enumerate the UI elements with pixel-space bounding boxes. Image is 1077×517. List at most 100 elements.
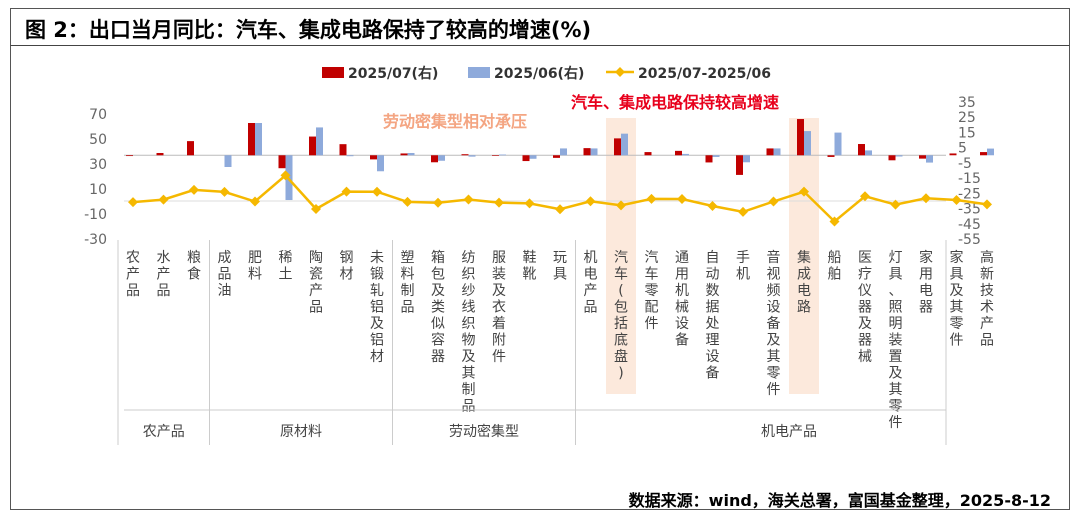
right-tick-label: -25 xyxy=(958,186,981,202)
bar-2025-06 xyxy=(865,150,872,156)
group-label: 机电产品 xyxy=(761,424,817,440)
right-tick-label: -45 xyxy=(958,217,981,233)
bar-2025-07 xyxy=(919,155,926,159)
bar-2025-06 xyxy=(499,154,506,156)
category-label: 自动数据处理设备 xyxy=(706,250,720,382)
annotation-labor: 劳动密集型相对承压 xyxy=(383,112,527,131)
category-label: 船舶 xyxy=(828,250,842,283)
category-label: 稀土 xyxy=(279,250,293,283)
diff-point xyxy=(372,186,382,197)
bar-2025-07 xyxy=(614,138,621,156)
category-label: 服装及衣着附件 xyxy=(492,250,506,365)
diff-point xyxy=(799,186,809,197)
category-label: 手机 xyxy=(736,250,750,283)
diff-point xyxy=(555,204,565,215)
diff-point xyxy=(616,200,626,211)
group-label: 劳动密集型 xyxy=(449,423,519,440)
diff-point xyxy=(494,197,504,208)
bar-2025-07 xyxy=(522,155,530,162)
diff-point xyxy=(189,184,199,195)
category-label: 家具及其零件 xyxy=(950,249,964,349)
right-tick-label: -35 xyxy=(958,202,981,218)
bar-2025-07 xyxy=(827,155,835,157)
category-label: 玩具 xyxy=(553,250,567,283)
diff-point xyxy=(738,206,748,217)
bar-2025-06 xyxy=(743,155,750,163)
bar-2025-06 xyxy=(529,155,537,159)
category-label: 钢材 xyxy=(340,250,354,283)
right-tick-label: 5 xyxy=(958,141,967,157)
right-tick-label: 25 xyxy=(958,110,976,126)
group-label: 原材料 xyxy=(280,424,322,440)
legend-label: 2025/07(右) xyxy=(348,65,438,82)
bar-2025-07 xyxy=(736,155,743,175)
bar-2025-06 xyxy=(682,153,689,156)
category-label: 未锻轧铝及铝材 xyxy=(370,250,384,365)
diff-point xyxy=(677,194,687,204)
diff-point xyxy=(250,196,260,207)
bar-2025-07 xyxy=(675,150,682,156)
bar-2025-07 xyxy=(553,155,560,158)
category-label: 粮食 xyxy=(187,250,201,283)
right-tick-label: -55 xyxy=(958,232,981,248)
right-tick-label: -15 xyxy=(958,171,981,187)
chart-title: 图 2：出口当月同比：汽车、集成电路保持了较高的增速(%) xyxy=(25,18,592,42)
highlight-band xyxy=(789,118,819,394)
diff-point xyxy=(982,199,992,210)
diff-point xyxy=(951,195,962,205)
diff-point xyxy=(219,186,230,197)
category-label: 鞋靴 xyxy=(523,250,537,283)
left-tick-label: 50 xyxy=(89,132,107,148)
bar-2025-06 xyxy=(377,155,384,172)
diff-point xyxy=(585,196,596,207)
legend-swatch xyxy=(468,67,490,78)
diff-point xyxy=(921,193,931,204)
category-label: 家用电器 xyxy=(919,249,933,316)
category-label: 成品油 xyxy=(218,250,232,299)
diff-point xyxy=(768,196,779,207)
category-label: 农产品 xyxy=(126,250,140,299)
category-label: 汽车(包括底盘) xyxy=(614,250,628,382)
legend-swatch xyxy=(615,67,625,77)
bar-2025-07 xyxy=(858,144,865,156)
right-tick-label: 15 xyxy=(958,125,976,141)
left-tick-label: 70 xyxy=(89,107,107,123)
bar-2025-06 xyxy=(468,155,476,157)
diff-point xyxy=(402,196,413,207)
category-label: 集成电路 xyxy=(797,249,811,316)
bar-2025-07 xyxy=(644,152,652,156)
category-label: 机电产品 xyxy=(584,250,598,316)
bar-2025-07 xyxy=(461,154,469,156)
diff-point xyxy=(280,170,291,181)
bar-2025-07 xyxy=(309,136,316,156)
diff-point xyxy=(646,193,657,204)
diff-point xyxy=(463,194,474,205)
source-note: 数据来源：wind，海关总署，富国基金整理，2025-8-12 xyxy=(628,491,1051,510)
bar-2025-06 xyxy=(834,132,842,156)
left-tick-label: 30 xyxy=(89,157,107,173)
diff-point xyxy=(829,216,840,227)
left-tick-label: -10 xyxy=(84,207,107,223)
bar-2025-06 xyxy=(346,155,354,157)
category-label: 医疗仪器及器械 xyxy=(858,250,872,365)
group-label: 农产品 xyxy=(143,424,185,440)
bar-2025-07 xyxy=(797,119,804,156)
category-label: 陶瓷产品 xyxy=(309,250,323,316)
diff-point xyxy=(158,194,169,205)
bar-2025-06 xyxy=(804,131,811,156)
bar-2025-06 xyxy=(255,123,262,156)
highlight-band xyxy=(606,118,636,394)
bar-2025-06 xyxy=(224,155,232,167)
bar-2025-07 xyxy=(949,153,957,156)
bar-2025-06 xyxy=(773,148,781,156)
bar-2025-06 xyxy=(438,155,445,161)
left-tick-label: -30 xyxy=(84,232,107,248)
diff-point xyxy=(341,186,352,197)
category-label: 肥料 xyxy=(248,250,262,283)
category-label: 音视频设备及其零件 xyxy=(767,249,781,398)
bar-2025-07 xyxy=(492,155,499,156)
bar-2025-07 xyxy=(766,148,774,156)
legend-label: 2025/06(右) xyxy=(494,65,584,82)
bar-2025-07 xyxy=(400,153,408,156)
